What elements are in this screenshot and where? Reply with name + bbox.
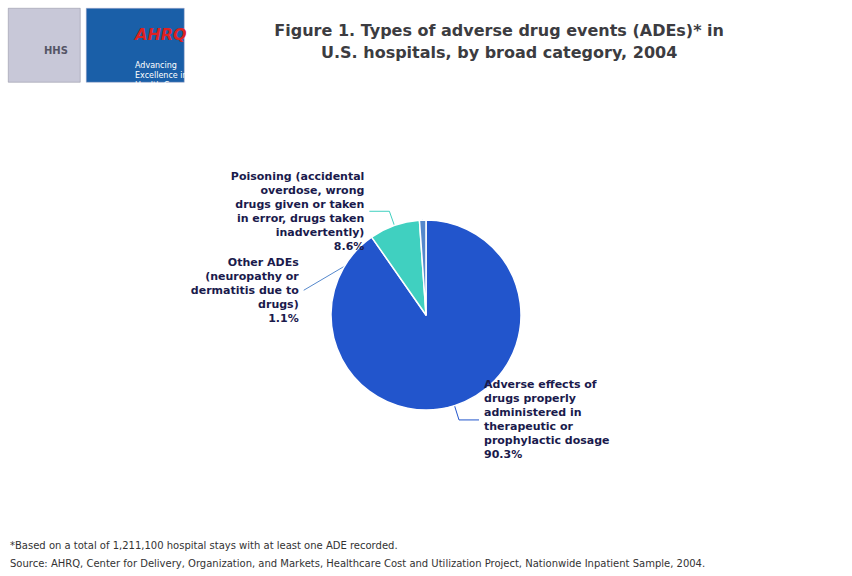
svg-text:Advancing: Advancing xyxy=(135,61,177,70)
svg-text:*Based on a total of 1,211,100: *Based on a total of 1,211,100 hospital … xyxy=(10,540,398,551)
svg-text:drugs given or taken: drugs given or taken xyxy=(235,198,364,211)
svg-text:Poisoning (accidental: Poisoning (accidental xyxy=(231,170,365,183)
svg-text:Health Care: Health Care xyxy=(135,81,182,90)
svg-text:8.6%: 8.6% xyxy=(334,240,365,253)
svg-text:drugs): drugs) xyxy=(258,298,299,311)
svg-text:drugs properly: drugs properly xyxy=(484,392,576,405)
svg-text:overdose, wrong: overdose, wrong xyxy=(260,184,364,197)
svg-text:Figure 1. Types of adverse dru: Figure 1. Types of adverse drug events (… xyxy=(274,21,724,40)
svg-text:U.S. hospitals, by broad categ: U.S. hospitals, by broad category, 2004 xyxy=(321,43,677,62)
svg-text:90.3%: 90.3% xyxy=(484,448,522,461)
svg-text:Other ADEs: Other ADEs xyxy=(228,256,299,269)
svg-text:Excellence in: Excellence in xyxy=(135,71,188,80)
svg-text:(neuropathy or: (neuropathy or xyxy=(205,270,299,283)
svg-text:Adverse effects of: Adverse effects of xyxy=(484,378,597,391)
svg-text:prophylactic dosage: prophylactic dosage xyxy=(484,434,610,447)
svg-text:inadvertently): inadvertently) xyxy=(276,226,365,239)
svg-text:in error, drugs taken: in error, drugs taken xyxy=(237,212,365,225)
svg-text:dermatitis due to: dermatitis due to xyxy=(191,284,299,297)
svg-text:Source: AHRQ, Center for Deliv: Source: AHRQ, Center for Delivery, Organ… xyxy=(10,558,705,569)
svg-text:administered in: administered in xyxy=(484,406,582,419)
svg-text:therapeutic or: therapeutic or xyxy=(484,420,573,433)
svg-text:AHRQ: AHRQ xyxy=(133,25,187,44)
svg-text:HHS: HHS xyxy=(44,45,68,56)
svg-text:1.1%: 1.1% xyxy=(268,312,299,325)
